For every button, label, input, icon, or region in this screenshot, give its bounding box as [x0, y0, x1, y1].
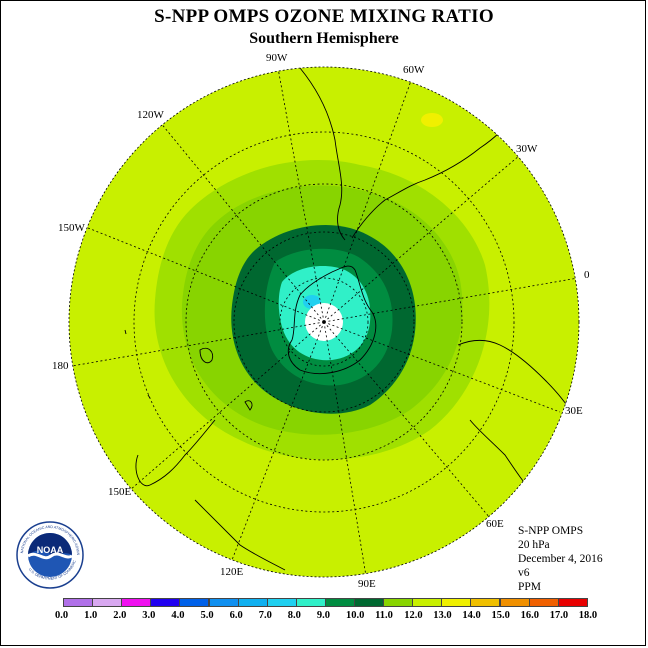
info-version: v6 [518, 567, 530, 579]
lon-label-30w: 30W [516, 143, 538, 155]
legend-tick-label: 11.0 [375, 610, 393, 621]
legend-tick-label: 2.0 [113, 610, 127, 621]
legend-swatch [470, 598, 501, 607]
legend-swatch [441, 598, 472, 607]
lon-label-90e: 90E [358, 578, 376, 590]
lon-label-60w: 60W [403, 64, 425, 76]
legend-swatch [150, 598, 181, 607]
legend-tick-label: 7.0 [258, 610, 272, 621]
legend-tick-label: 10.0 [346, 610, 365, 621]
latitude-circles [133, 131, 515, 513]
legend-swatch [266, 598, 297, 607]
map-disc-outline [68, 66, 580, 578]
legend-swatch [557, 598, 588, 607]
legend-swatch [354, 598, 385, 607]
info-instrument: S-NPP OMPS [518, 525, 584, 537]
legend-tick-label: 4.0 [171, 610, 185, 621]
legend-tick-label: 9.0 [316, 610, 331, 621]
legend-swatch [295, 598, 326, 607]
legend-swatch [324, 598, 355, 607]
info-date: December 4, 2016 [518, 553, 603, 565]
field-yellow-patch [421, 113, 443, 127]
info-block: S-NPP OMPS 20 hPa December 4, 2016 v6 PP… [518, 524, 603, 594]
legend-tick-label: 13.0 [433, 610, 452, 621]
legend-tick-label: 1.0 [84, 610, 98, 621]
lon-label-30e: 30E [565, 405, 583, 417]
noaa-logo: NOAA NATIONAL OCEANIC AND ATMOSPHERIC AD… [15, 520, 84, 589]
lon-label-120e: 120E [220, 566, 244, 578]
legend-swatch [237, 598, 268, 607]
legend-swatch [412, 598, 443, 607]
legend-swatch [208, 598, 239, 607]
info-units: PPM [518, 581, 542, 593]
legend-tick-label: 14.0 [462, 610, 481, 621]
map-subtitle: Southern Hemisphere [249, 30, 399, 47]
legend-tick-label: 18.0 [578, 610, 598, 621]
legend-swatch [499, 598, 530, 607]
legend-tick-label: 15.0 [491, 610, 510, 621]
lon-label-150w: 150W [58, 222, 85, 234]
legend-tick-label: 5.0 [200, 610, 214, 621]
lon-label-180: 180 [52, 360, 69, 372]
lon-label-120w: 120W [137, 109, 164, 121]
coastlines [124, 67, 579, 571]
lon-label-90w: 90W [266, 52, 288, 64]
legend-swatch [179, 598, 210, 607]
lon-label-150e: 150E [108, 486, 132, 498]
legend-tick-label: 12.0 [404, 610, 423, 621]
noaa-logo-text: NOAA [37, 545, 64, 555]
legend-tick-label: 3.0 [142, 610, 156, 621]
pole-dot [322, 320, 326, 324]
legend-swatch [121, 598, 152, 607]
legend-swatch [63, 598, 94, 607]
legend-tick-label: 16.0 [520, 610, 539, 621]
legend-swatch [383, 598, 414, 607]
lon-label-0: 0 [584, 269, 590, 281]
map-title: S-NPP OMPS OZONE MIXING RATIO [154, 6, 494, 27]
meridians [71, 67, 579, 577]
info-level: 20 hPa [518, 539, 550, 551]
legend-tick-label: 0.0 [55, 610, 69, 621]
legend-tick-label: 6.0 [229, 610, 243, 621]
legend-tick-label: 8.0 [287, 610, 301, 621]
legend-swatch [92, 598, 123, 607]
lon-label-60e: 60E [486, 518, 504, 530]
legend-swatch [528, 598, 559, 607]
legend-tick-label: 17.0 [549, 610, 569, 621]
